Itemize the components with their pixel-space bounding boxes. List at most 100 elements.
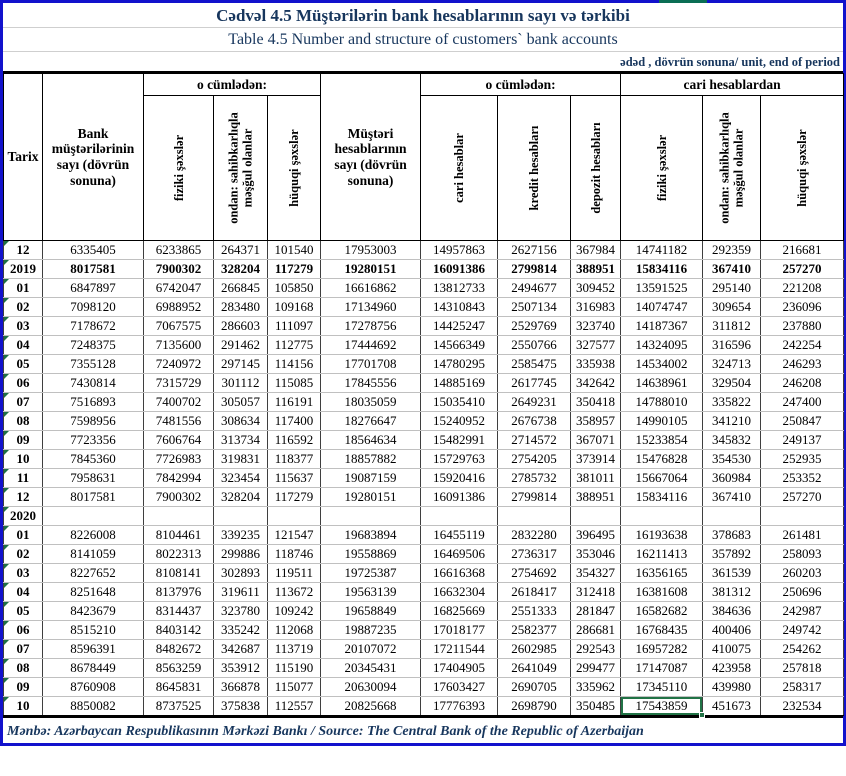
value-cell[interactable]: 8760908 [42,677,144,697]
value-cell[interactable]: 7900302 [143,259,214,279]
value-cell[interactable]: 7135600 [143,335,214,355]
value-cell[interactable]: 14885169 [420,373,499,393]
value-cell[interactable]: 17953003 [320,240,422,260]
value-cell[interactable]: 17603427 [420,677,499,697]
value-cell[interactable]: 113719 [266,639,322,659]
date-cell[interactable]: 2019 [3,259,43,279]
value-cell[interactable]: 8108141 [143,563,214,583]
value-cell[interactable]: 17845556 [320,373,422,393]
date-cell[interactable]: 2020 [3,506,43,526]
value-cell[interactable]: 109242 [266,601,322,621]
value-cell[interactable]: 247400 [760,392,845,412]
value-cell[interactable]: 7240972 [143,354,214,374]
value-cell[interactable]: 7248375 [42,335,144,355]
value-cell[interactable]: 2585475 [497,354,572,374]
value-cell[interactable]: 292359 [702,240,762,260]
value-cell[interactable]: 8227652 [42,563,144,583]
value-cell[interactable]: 7842994 [143,468,214,488]
value-cell[interactable]: 16616862 [320,278,422,298]
value-cell[interactable]: 2799814 [497,259,572,279]
value-cell[interactable] [497,506,572,526]
value-cell[interactable]: 16632304 [420,582,499,602]
value-cell[interactable]: 15729763 [420,449,499,469]
date-cell[interactable]: 02 [3,544,43,564]
value-cell[interactable]: 8737525 [143,696,214,716]
date-cell[interactable]: 07 [3,639,43,659]
value-cell[interactable]: 7606764 [143,430,214,450]
value-cell[interactable]: 8251648 [42,582,144,602]
value-cell[interactable]: 353912 [213,658,268,678]
value-cell[interactable]: 295140 [702,278,762,298]
value-cell[interactable]: 8403142 [143,620,214,640]
value-cell[interactable]: 16193638 [620,525,704,545]
value-cell[interactable]: 242987 [760,601,845,621]
value-cell[interactable]: 358957 [570,411,622,431]
value-cell[interactable]: 16091386 [420,487,499,507]
value-cell[interactable]: 357892 [702,544,762,564]
value-cell[interactable] [760,506,845,526]
value-cell[interactable]: 20630094 [320,677,422,697]
value-cell[interactable]: 309654 [702,297,762,317]
value-cell[interactable]: 258317 [760,677,845,697]
value-cell[interactable]: 257270 [760,487,845,507]
value-cell[interactable]: 14780295 [420,354,499,374]
value-cell[interactable]: 297145 [213,354,268,374]
value-cell[interactable]: 20107072 [320,639,422,659]
value-cell[interactable]: 7315729 [143,373,214,393]
value-cell[interactable]: 312418 [570,582,622,602]
value-cell[interactable]: 311812 [702,316,762,336]
value-cell[interactable]: 266845 [213,278,268,298]
value-cell[interactable]: 19280151 [320,487,422,507]
value-cell[interactable]: 384636 [702,601,762,621]
value-cell[interactable]: 8137976 [143,582,214,602]
value-cell[interactable]: 237880 [760,316,845,336]
value-cell[interactable]: 8141059 [42,544,144,564]
value-cell[interactable]: 2676738 [497,411,572,431]
value-cell[interactable]: 253352 [760,468,845,488]
value-cell[interactable]: 112775 [266,335,322,355]
value-cell[interactable]: 7723356 [42,430,144,450]
value-cell[interactable]: 20345431 [320,658,422,678]
value-cell[interactable]: 246293 [760,354,845,374]
value-cell[interactable]: 2714572 [497,430,572,450]
value-cell[interactable]: 19280151 [320,259,422,279]
value-cell[interactable]: 17211544 [420,639,499,659]
value-cell[interactable]: 2690705 [497,677,572,697]
date-cell[interactable]: 09 [3,677,43,697]
value-cell[interactable]: 20825668 [320,696,422,716]
value-cell[interactable]: 249742 [760,620,845,640]
value-cell[interactable]: 291462 [213,335,268,355]
value-cell[interactable]: 236096 [760,297,845,317]
value-cell[interactable]: 341210 [702,411,762,431]
value-cell[interactable]: 2617745 [497,373,572,393]
value-cell[interactable]: 313734 [213,430,268,450]
value-cell[interactable]: 329504 [702,373,762,393]
value-cell[interactable] [702,506,762,526]
date-cell[interactable]: 12 [3,487,43,507]
value-cell[interactable]: 342687 [213,639,268,659]
value-cell[interactable]: 14074747 [620,297,704,317]
value-cell[interactable] [570,506,622,526]
date-cell[interactable]: 05 [3,354,43,374]
value-cell[interactable]: 396495 [570,525,622,545]
value-cell[interactable]: 117279 [266,487,322,507]
value-cell[interactable]: 2602985 [497,639,572,659]
value-cell[interactable]: 15834116 [620,259,704,279]
value-cell[interactable] [266,506,322,526]
value-cell[interactable]: 260203 [760,563,845,583]
value-cell[interactable]: 16469506 [420,544,499,564]
value-cell[interactable]: 302893 [213,563,268,583]
value-cell[interactable]: 8515210 [42,620,144,640]
value-cell[interactable]: 17134960 [320,297,422,317]
value-cell[interactable]: 2618417 [497,582,572,602]
value-cell[interactable]: 8022313 [143,544,214,564]
value-cell[interactable]: 2698790 [497,696,572,716]
value-cell[interactable]: 14788010 [620,392,704,412]
value-cell[interactable]: 6233865 [143,240,214,260]
value-cell[interactable]: 250847 [760,411,845,431]
value-cell[interactable]: 121547 [266,525,322,545]
value-cell[interactable]: 101540 [266,240,322,260]
value-cell[interactable]: 354327 [570,563,622,583]
value-cell[interactable]: 14957863 [420,240,499,260]
value-cell[interactable]: 13591525 [620,278,704,298]
